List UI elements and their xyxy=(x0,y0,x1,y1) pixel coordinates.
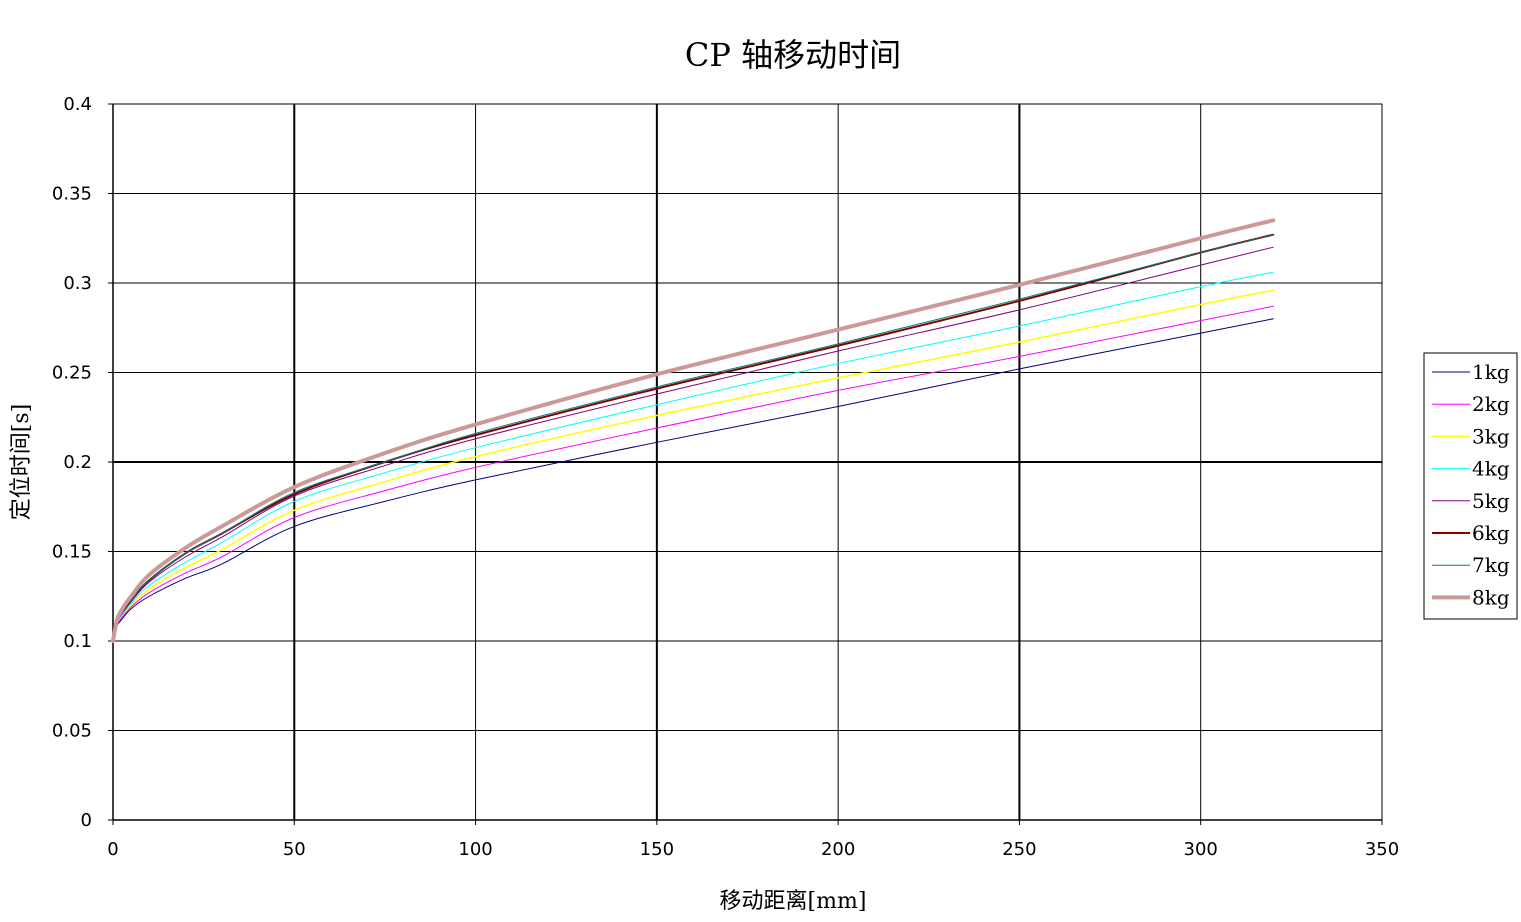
y-tick-label: 0.3 xyxy=(63,273,92,294)
y-tick-label: 0 xyxy=(81,810,92,831)
series-line-3kg xyxy=(112,289,1274,642)
legend-box xyxy=(1423,352,1518,620)
y-axis-title: 定位时间[s] xyxy=(9,404,34,520)
y-tick-label: 0.25 xyxy=(52,363,92,384)
legend-label: 2kg xyxy=(1472,392,1510,416)
y-tick-label: 0.15 xyxy=(52,542,92,563)
legend-label: 1kg xyxy=(1472,360,1510,384)
plot-area xyxy=(112,103,1383,821)
series-lines xyxy=(111,218,1276,643)
x-axis-title: 移动距离[mm] xyxy=(720,889,867,914)
legend-label: 6kg xyxy=(1472,521,1510,545)
x-tick-label: 50 xyxy=(283,839,306,860)
x-axis-ticks: 0 50 100 150 200 250 300 350 xyxy=(107,820,1399,860)
series-line-2kg xyxy=(112,305,1274,642)
y-axis-ticks: 0 0.05 0.1 0.15 0.2 0.25 0.3 0.35 0.4 xyxy=(52,94,113,831)
legend-label: 3kg xyxy=(1472,424,1510,448)
y-tick-label: 0.2 xyxy=(63,452,92,473)
x-tick-label: 200 xyxy=(821,839,855,860)
y-tick-label: 0.4 xyxy=(63,94,92,115)
chart-title: CP 轴移动时间 xyxy=(685,36,901,74)
x-tick-label: 250 xyxy=(1002,839,1036,860)
legend-label: 5kg xyxy=(1472,489,1510,513)
x-tick-label: 0 xyxy=(107,839,118,860)
x-tick-label: 300 xyxy=(1184,839,1218,860)
legend-label: 4kg xyxy=(1472,457,1510,481)
y-tick-label: 0.05 xyxy=(52,721,92,742)
legend-label: 7kg xyxy=(1472,553,1510,577)
x-tick-label: 150 xyxy=(640,839,674,860)
series-line-7kg xyxy=(112,234,1274,642)
y-tick-label: 0.35 xyxy=(52,184,92,205)
series-line-8kg xyxy=(111,218,1276,643)
series-line-1kg xyxy=(112,318,1274,642)
y-tick-label: 0.1 xyxy=(63,631,92,652)
series-line-4kg xyxy=(112,271,1274,642)
legend-label: 8kg xyxy=(1472,585,1510,609)
series-line-5kg xyxy=(112,246,1274,642)
legend: 1kg 2kg 3kg 4kg 5kg 6kg 7kg 8kg xyxy=(1423,352,1518,620)
x-tick-label: 350 xyxy=(1365,839,1399,860)
x-tick-label: 100 xyxy=(458,839,492,860)
